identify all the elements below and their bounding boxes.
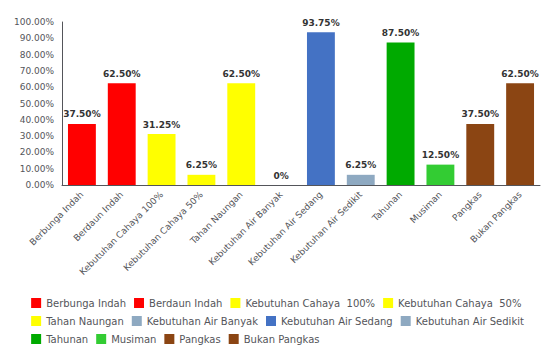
- svg-text:Musiman: Musiman: [111, 334, 156, 345]
- svg-text:Pangkas: Pangkas: [450, 189, 484, 223]
- svg-text:87.50%: 87.50%: [382, 28, 420, 38]
- svg-text:Tahunan: Tahunan: [370, 189, 405, 224]
- svg-text:Berbunga Indah: Berbunga Indah: [27, 189, 86, 248]
- svg-text:0.00%: 0.00%: [25, 180, 54, 190]
- svg-text:Kebutuhan Cahaya 50%: Kebutuhan Cahaya 50%: [398, 298, 521, 309]
- svg-text:100.00%: 100.00%: [14, 17, 54, 27]
- svg-text:6.25%: 6.25%: [345, 160, 376, 170]
- svg-text:10.00%: 10.00%: [20, 164, 55, 174]
- svg-text:Kebutuhan Air Sedang: Kebutuhan Air Sedang: [246, 189, 324, 267]
- svg-text:Kebutuhan Air Sedang: Kebutuhan Air Sedang: [281, 316, 393, 327]
- svg-text:37.50%: 37.50%: [462, 109, 500, 119]
- svg-text:Tahan Naungan: Tahan Naungan: [188, 189, 245, 246]
- svg-text:Kebutuhan Air Banyak: Kebutuhan Air Banyak: [147, 316, 258, 327]
- svg-text:Tahan Naungan: Tahan Naungan: [45, 316, 124, 327]
- svg-text:37.50%: 37.50%: [63, 109, 101, 119]
- svg-text:Kebutuhan Air Banyak: Kebutuhan Air Banyak: [207, 189, 285, 267]
- svg-text:Kebutuhan Cahaya 100%: Kebutuhan Cahaya 100%: [78, 189, 166, 277]
- svg-text:31.25%: 31.25%: [143, 120, 181, 130]
- svg-text:Kebutuhan Cahaya 50%: Kebutuhan Cahaya 50%: [122, 189, 206, 273]
- svg-text:62.50%: 62.50%: [223, 69, 261, 79]
- svg-text:93.75%: 93.75%: [302, 18, 340, 28]
- svg-text:Berbunga Indah: Berbunga Indah: [46, 298, 126, 309]
- svg-text:Kebutuhan Air Sedikit: Kebutuhan Air Sedikit: [416, 316, 524, 327]
- svg-text:20.00%: 20.00%: [20, 147, 55, 157]
- svg-text:62.50%: 62.50%: [103, 69, 141, 79]
- svg-text:80.00%: 80.00%: [20, 50, 55, 60]
- svg-text:Pangkas: Pangkas: [179, 334, 220, 345]
- svg-text:Bukan Pangkas: Bukan Pangkas: [244, 334, 320, 345]
- svg-text:90.00%: 90.00%: [20, 33, 55, 43]
- svg-text:Kebutuhan Air Sedikit: Kebutuhan Air Sedikit: [288, 189, 364, 265]
- svg-text:0%: 0%: [273, 171, 288, 181]
- svg-text:Kebutuhan Cahaya 100%: Kebutuhan Cahaya 100%: [245, 298, 375, 309]
- svg-text:62.50%: 62.50%: [501, 69, 539, 79]
- svg-text:Bukan Pangkas: Bukan Pangkas: [468, 189, 523, 244]
- svg-text:Berdaun Indah: Berdaun Indah: [71, 189, 126, 244]
- svg-text:30.00%: 30.00%: [20, 131, 55, 141]
- svg-text:Musiman: Musiman: [408, 189, 444, 225]
- svg-text:60.00%: 60.00%: [20, 82, 55, 92]
- svg-text:12.50%: 12.50%: [422, 150, 460, 160]
- svg-text:Tahunan: Tahunan: [45, 334, 88, 345]
- svg-text:50.00%: 50.00%: [20, 99, 55, 109]
- svg-text:6.25%: 6.25%: [186, 160, 217, 170]
- svg-text:40.00%: 40.00%: [20, 115, 55, 125]
- svg-text:70.00%: 70.00%: [20, 66, 55, 76]
- svg-text:Berdaun Indah: Berdaun Indah: [149, 298, 222, 309]
